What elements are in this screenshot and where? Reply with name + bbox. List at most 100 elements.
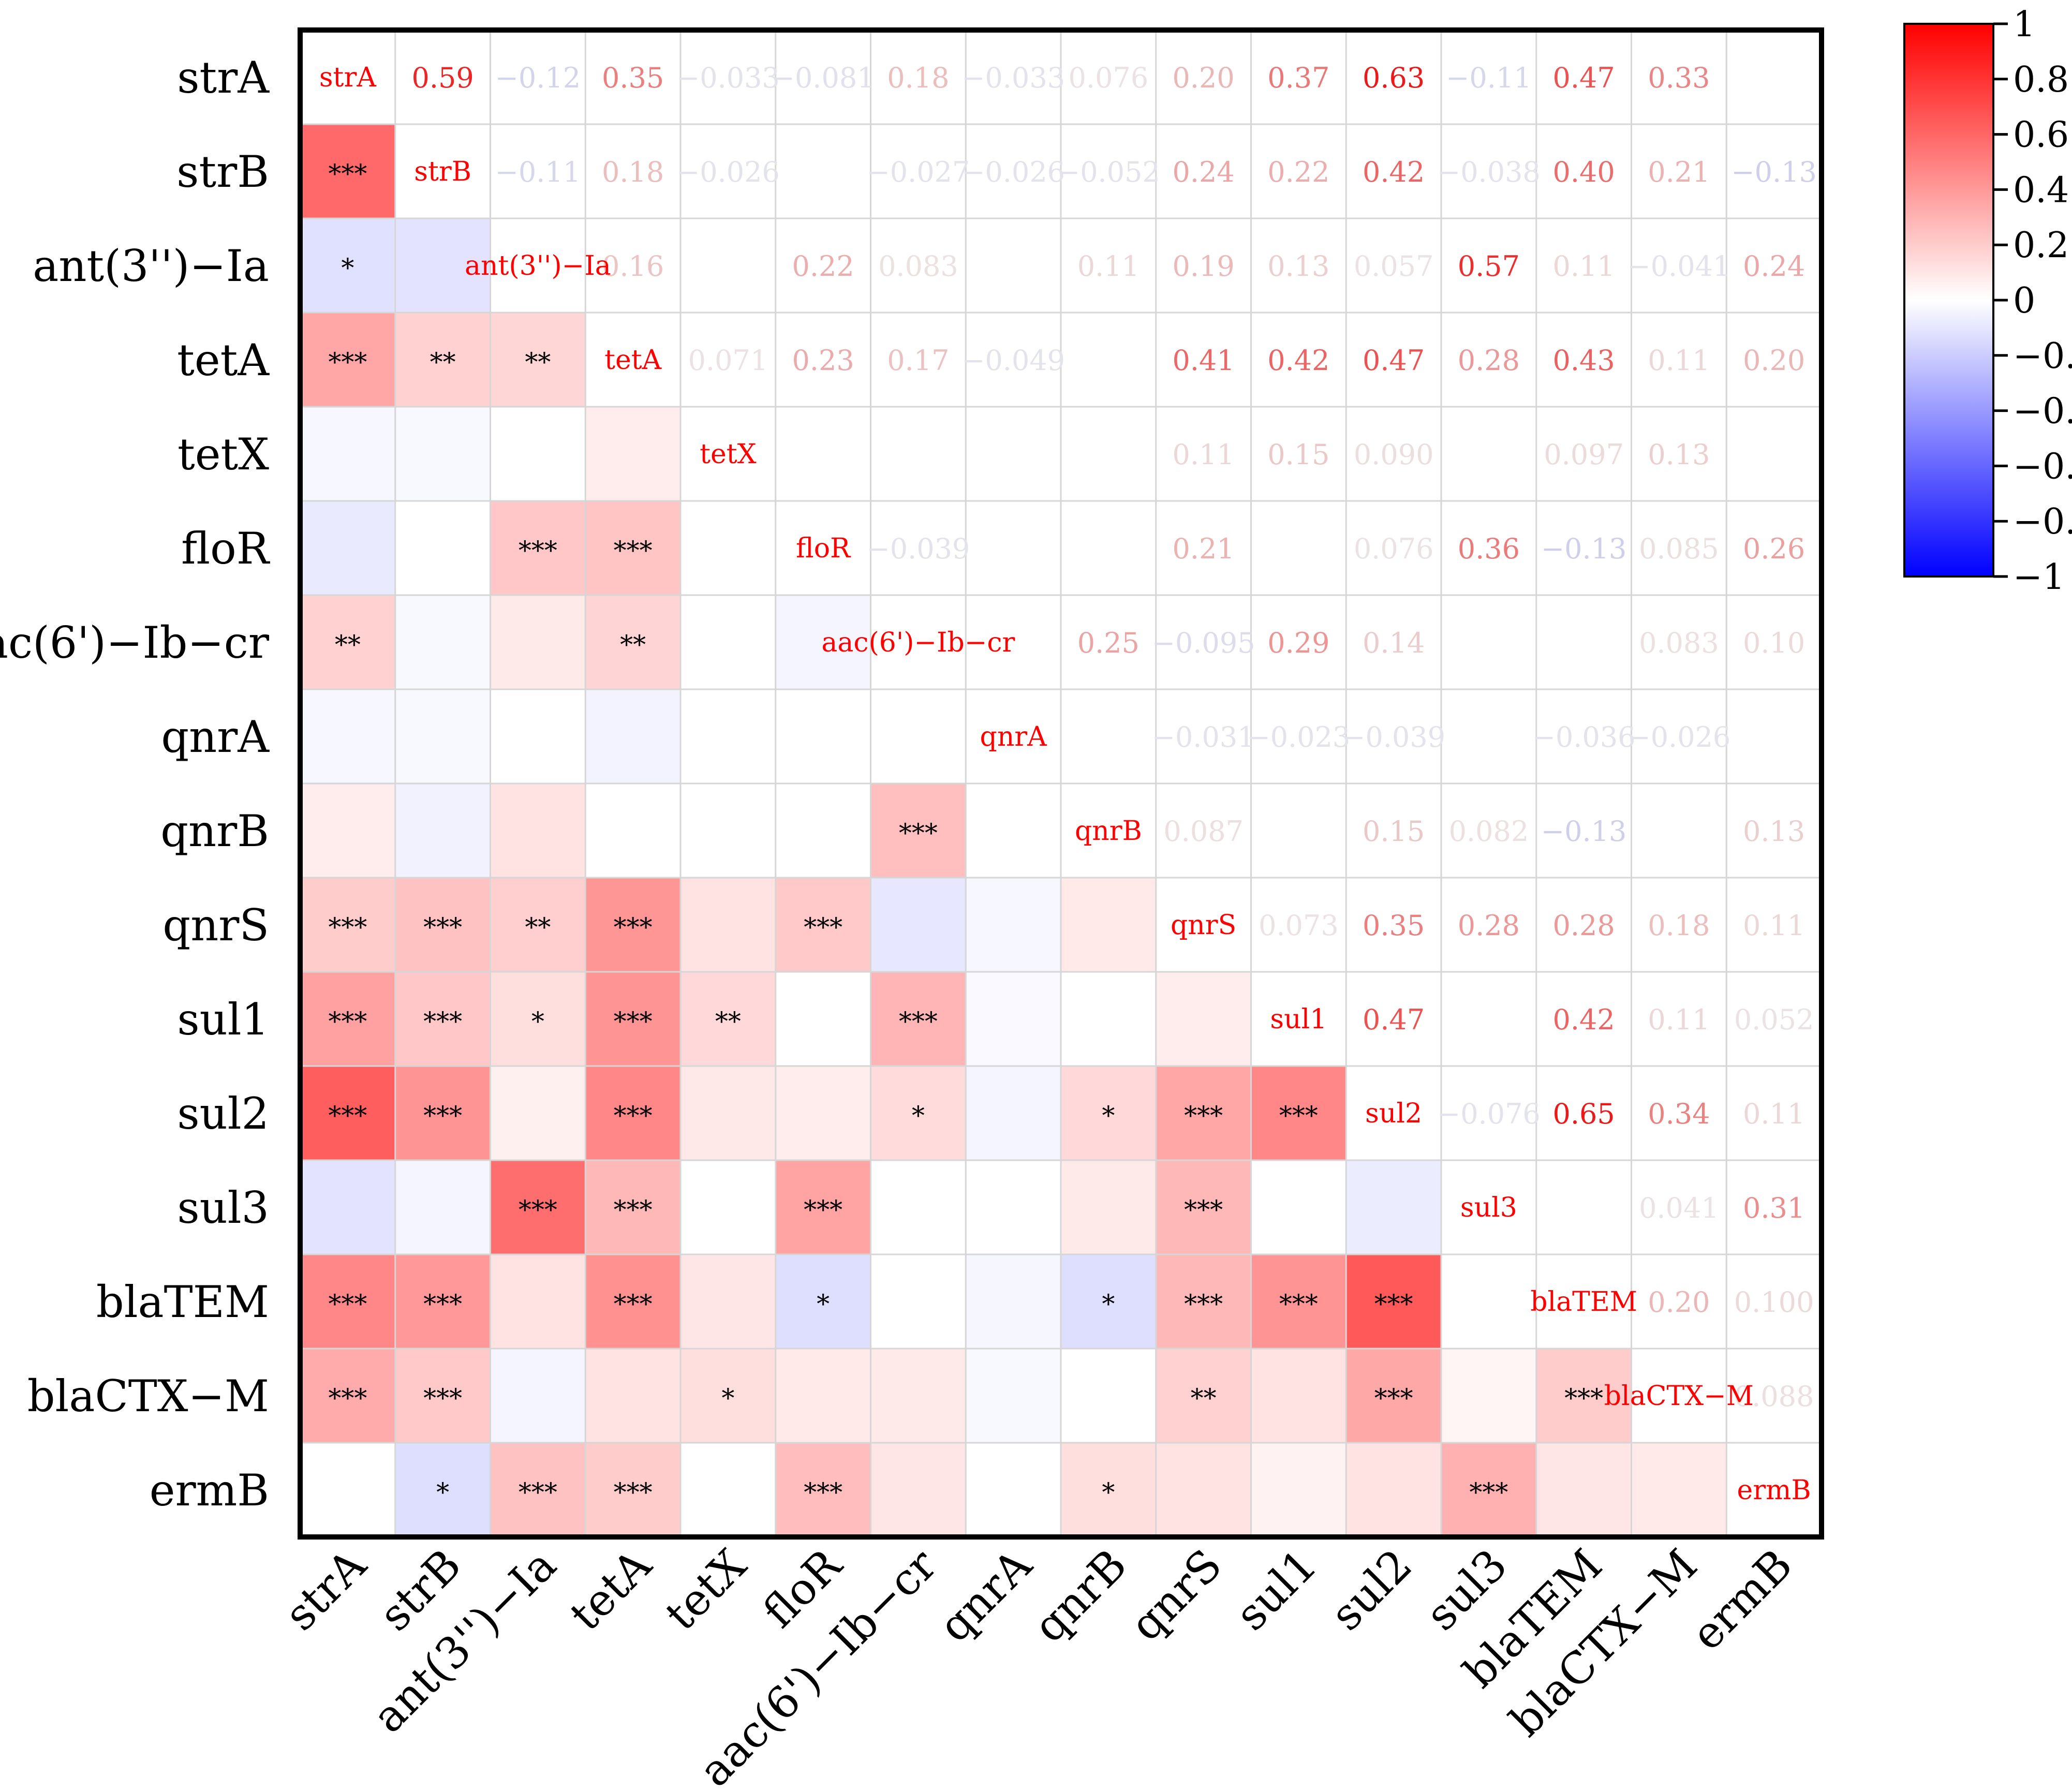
significance-label: ***: [328, 1289, 367, 1319]
coefficient-label: −0.031: [1152, 721, 1255, 753]
significance-label: ***: [1184, 1289, 1223, 1319]
coefficient-label: 0.18: [602, 156, 664, 188]
coefficient-label: 0.11: [1648, 1003, 1710, 1036]
heatmap-cell: [1156, 1349, 1251, 1443]
coefficient-label: 0.041: [1639, 1192, 1719, 1224]
coefficient-label: 0.15: [1363, 815, 1425, 848]
coefficient-label: −0.049: [961, 344, 1065, 377]
coefficient-label: 0.47: [1553, 62, 1615, 94]
significance-label: *: [1102, 1477, 1115, 1507]
heatmap-cell: [966, 878, 1061, 972]
heatmap-cell: [490, 783, 586, 878]
heatmap-cell: [490, 972, 586, 1067]
y-tick-label: sul2: [177, 1088, 269, 1139]
heatmap-cell: [966, 1066, 1061, 1161]
significance-label: ***: [1374, 1383, 1413, 1413]
coefficient-label: −0.076: [1437, 1098, 1541, 1130]
heatmap-cell: [1061, 1349, 1157, 1443]
heatmap-cell: [300, 1443, 396, 1537]
heatmap-cell: [1441, 1254, 1537, 1349]
significance-label: ***: [519, 536, 557, 566]
significance-label: **: [620, 630, 646, 660]
coefficient-label: 0.63: [1363, 62, 1425, 94]
coefficient-label: 0.100: [1734, 1286, 1814, 1319]
heatmap-cell: [395, 1349, 491, 1443]
heatmap-cell: [775, 595, 871, 690]
coefficient-label: 0.088: [1734, 1380, 1814, 1413]
significance-label: ***: [423, 912, 462, 942]
coefficient-label: −0.023: [1247, 721, 1350, 753]
coefficient-label: 0.18: [1648, 909, 1710, 942]
coefficient-label: 0.10: [1743, 627, 1805, 659]
coefficient-label: 0.16: [602, 250, 664, 283]
significance-label: ***: [519, 1477, 557, 1507]
coefficient-label: 0.33: [1648, 62, 1710, 94]
diagonal-label: ermB: [1737, 1475, 1811, 1506]
heatmap-cell: [966, 783, 1061, 878]
heatmap-cell: [395, 407, 491, 501]
coefficient-label: 0.087: [1163, 815, 1244, 848]
coefficient-label: 0.22: [1267, 156, 1329, 188]
y-tick-label: qnrB: [160, 806, 269, 856]
coefficient-label: −0.13: [1731, 156, 1816, 188]
y-tick-label: qnrS: [162, 900, 269, 951]
coefficient-label: −0.13: [1541, 532, 1626, 565]
heatmap-cell: [395, 783, 491, 878]
heatmap-cell: [585, 972, 681, 1067]
colorbar-tick-label: −0.2: [2013, 336, 2072, 377]
coefficient-label: −0.052: [1057, 156, 1160, 188]
heatmap-cell: [1061, 1160, 1157, 1255]
heatmap-cell: [585, 783, 681, 878]
heatmap-cell: [585, 1443, 681, 1537]
y-tick-label: qnrA: [161, 712, 270, 762]
heatmap-cell: [680, 972, 776, 1067]
heatmap-cell: [680, 595, 776, 690]
heatmap-cell: [680, 1254, 776, 1349]
diagonal-variable-labels: strA strB ant(3'')−Ia tetA tetX floR aac(6')−I…: [319, 62, 1811, 1506]
heatmap-cell: [300, 313, 396, 407]
heatmap-cell: [870, 878, 966, 972]
coefficient-label: 0.41: [1173, 344, 1235, 377]
heatmap-cell: [300, 1349, 396, 1443]
coefficient-label: 0.19: [1173, 250, 1235, 283]
heatmap-cell: [585, 1349, 681, 1443]
coefficient-label: −0.033: [676, 62, 780, 94]
coefficient-label: 0.47: [1363, 344, 1425, 377]
significance-label: *: [912, 1101, 925, 1131]
coefficient-label: −0.027: [866, 156, 970, 188]
heatmap-cell: [490, 313, 586, 407]
significance-label: *: [1102, 1289, 1115, 1319]
colorbar-tick-label: 0.2: [2013, 225, 2069, 266]
coefficient-label: −0.081: [772, 62, 875, 94]
heatmap-cell: [966, 1160, 1061, 1255]
coefficient-label: 0.11: [1743, 909, 1805, 942]
heatmap-cell: [300, 689, 396, 784]
coefficient-label: 0.082: [1449, 815, 1529, 848]
heatmap-cell: [1156, 1066, 1251, 1161]
colorbar-tick-label: −1: [2013, 557, 2065, 598]
heatmap-cell: [395, 218, 491, 313]
coefficient-label: −0.036: [1532, 721, 1636, 753]
coefficient-label: 0.11: [1743, 1098, 1805, 1130]
heatmap-cell: [490, 407, 586, 501]
x-tick-label: qnrS: [1120, 1540, 1232, 1651]
coefficient-label: 0.17: [887, 344, 949, 377]
x-tick-label: tetA: [560, 1539, 661, 1640]
heatmap-cell: [1156, 972, 1251, 1067]
coefficient-label: 0.26: [1743, 532, 1805, 565]
heatmap-cell: [775, 1349, 871, 1443]
coefficient-label: −0.039: [1342, 721, 1445, 753]
significance-label: **: [1191, 1383, 1217, 1413]
heatmap-cell: [1251, 1443, 1346, 1537]
coefficient-label: −0.033: [961, 62, 1065, 94]
coefficient-label: 0.11: [1077, 250, 1139, 283]
coefficient-label: 0.42: [1267, 344, 1329, 377]
coefficient-label: −0.026: [1627, 721, 1730, 753]
significance-label: ***: [614, 1101, 653, 1131]
heatmap-cell: [680, 1160, 776, 1255]
significance-label: **: [525, 912, 551, 942]
heatmap-cell: [490, 689, 586, 784]
significance-label: ***: [614, 536, 653, 566]
significance-label: ***: [614, 1007, 653, 1037]
significance-label: **: [430, 347, 456, 377]
